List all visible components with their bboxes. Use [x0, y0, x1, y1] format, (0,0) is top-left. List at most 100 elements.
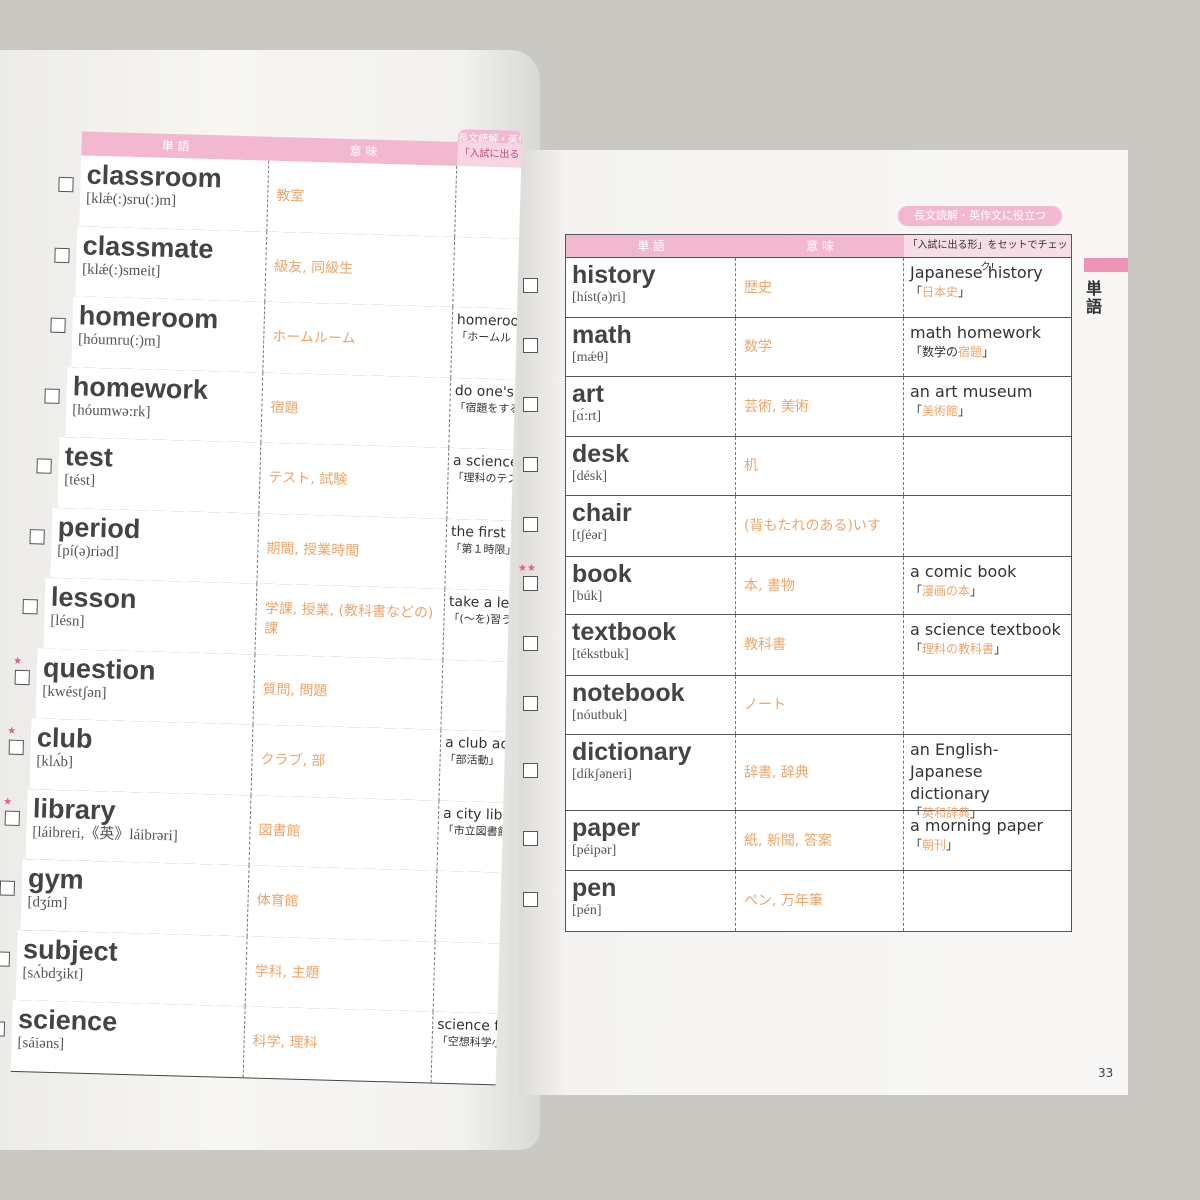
meaning-cell: 宿題 [261, 372, 452, 448]
example-cell: a club activ 「部活動」 [439, 730, 505, 802]
example-en: do one's ho [454, 382, 516, 401]
example-ja [441, 875, 497, 877]
meaning-cell: ノート [736, 676, 904, 734]
example-ja: 「(～を)習う [448, 611, 510, 627]
row-checkbox[interactable] [14, 669, 30, 685]
example-ja: 「理科のテス [452, 470, 514, 486]
pronunciation: [díkʃəneri] [572, 767, 632, 782]
meaning: 科学, 理科 [252, 1033, 318, 1052]
row-checkbox[interactable] [8, 739, 24, 756]
example-cell: an English-Japanese dictionary 「英和辞典」 [904, 735, 1071, 820]
meaning-cell: 期間, 授業時間 [257, 513, 448, 589]
pronunciation: [nóutbuk] [572, 708, 628, 723]
example-ja: 「部活動」 [444, 752, 500, 768]
row-checkbox[interactable] [29, 528, 45, 545]
example-cell: a science 「理科のテス [447, 448, 513, 520]
row-checkbox[interactable] [523, 337, 538, 353]
row-checkbox[interactable] [523, 763, 538, 778]
word-cell: club [klʌ́b] [29, 718, 254, 795]
word-cell: test [tést] [57, 436, 262, 514]
row-checkbox[interactable] [22, 598, 38, 615]
meaning-cell: 科学, 理科 [243, 1006, 434, 1083]
row-checkbox[interactable] [54, 247, 70, 263]
row-checkbox[interactable] [523, 397, 538, 412]
word: classmate [82, 230, 214, 264]
word-cell: book [búk] [566, 557, 736, 614]
row-checkbox[interactable] [0, 880, 16, 896]
word-cell: classmate [klǽ(:)smeit] [75, 225, 268, 302]
word-cell: science [sáiəns] [10, 999, 246, 1077]
example-ja-highlight: 美術館 [922, 404, 959, 418]
example-ja-pre: 「 [910, 806, 923, 820]
meaning-cell: 学科, 主題 [245, 935, 436, 1012]
meaning-cell: 図書館 [249, 794, 440, 871]
row-checkbox[interactable] [50, 317, 66, 334]
pronunciation: [klǽ(:)smeit] [81, 261, 161, 280]
example-ja: 「空想科学小説 [436, 1034, 498, 1050]
header-meaning: 意 味 [806, 239, 834, 253]
example-en: a comic book [910, 562, 1017, 581]
meaning-cell: 教室 [267, 160, 458, 237]
row-checkbox[interactable] [36, 458, 52, 474]
example-cell [904, 496, 1071, 556]
example-ja: 「市立図書館」 [442, 823, 504, 839]
star-icon: ★ [3, 796, 13, 808]
example-ja-post: 」 [970, 584, 983, 598]
table-row: pen [pén] ペン, 万年筆 [566, 870, 1071, 931]
star-icon: ★ [13, 655, 23, 667]
example-ja: 「漫画の本」 [910, 583, 1065, 599]
example-ja-post: 」 [958, 285, 971, 299]
row-checkbox[interactable] [523, 516, 538, 532]
word-cell: history [híst(ə)ri] [566, 258, 736, 317]
example-en: take a lesso [448, 593, 510, 613]
example-en: an English-Japanese dictionary [910, 740, 999, 803]
meaning-cell: クラブ, 部 [251, 724, 442, 801]
word-cell: homework [hóumwə:rk] [65, 366, 264, 443]
row-checkbox[interactable] [523, 831, 538, 846]
example-cell: a comic book 「漫画の本」 [904, 557, 1071, 614]
row-checkbox[interactable] [0, 1021, 6, 1037]
example-ja: 「美術館」 [910, 403, 1065, 419]
example-en: a science textbook [910, 620, 1061, 639]
example-en [439, 945, 495, 947]
row-checkbox[interactable] [523, 891, 538, 907]
example-ja-pre: 「 [910, 642, 923, 656]
meaning: 級友, 同級生 [274, 258, 354, 277]
meaning-cell: 本, 書物 [736, 557, 904, 614]
row-checkbox[interactable] [523, 576, 538, 591]
meaning: クラブ, 部 [260, 751, 326, 770]
example-ja: 「英和辞典」 [910, 805, 1065, 821]
row-checkbox[interactable] [0, 950, 11, 967]
table-row: book [búk] 本, 書物 a comic book 「漫画の本」 [566, 556, 1071, 614]
example-cell [453, 236, 519, 308]
meaning-cell: 芸術, 美術 [736, 377, 904, 436]
example-cell [436, 871, 502, 943]
meaning: 学課, 授業, (教科書などの)課 [263, 600, 434, 638]
row-checkbox[interactable] [44, 388, 60, 404]
word: textbook [572, 618, 677, 646]
meaning: 数学 [744, 339, 772, 355]
table-row: classroom [klǽ(:)sru(:)m] 教室 [79, 155, 522, 240]
example-ja: 「朝刊」 [910, 837, 1065, 853]
row-checkbox[interactable] [58, 176, 74, 193]
example-cell [434, 941, 500, 1013]
row-checkbox[interactable] [4, 810, 20, 826]
word-cell: dictionary [díkʃəneri] [566, 735, 736, 810]
example-cell: math homework 「数学の宿題」 [904, 318, 1071, 376]
word-cell: desk [désk] [566, 437, 736, 495]
row-checkbox[interactable] [523, 278, 538, 293]
meaning: 机 [744, 458, 758, 474]
row-checkbox[interactable] [523, 635, 538, 651]
left-vocab-table: 単 語 意 味 「入試に出る形」をセットでチェック! classroom [kl… [0, 130, 522, 1085]
right-vocab-table: 単 語 意 味 「入試に出る形」をセットでチェック! history [híst… [565, 234, 1072, 932]
pronunciation: [ɑ́:rt] [572, 409, 602, 424]
table-row: classmate [klǽ(:)smeit] 級友, 同級生 [75, 225, 520, 310]
meaning: 教室 [276, 188, 305, 205]
word-cell: notebook [nóutbuk] [566, 676, 736, 734]
table-row: art [ɑ́:rt] 芸術, 美術 an art museum 「美術館」 [566, 376, 1071, 436]
meaning-cell: ペン, 万年筆 [736, 871, 904, 931]
table-row: dictionary [díkʃəneri] 辞書, 辞典 an English… [566, 734, 1071, 820]
row-checkbox[interactable] [523, 695, 538, 711]
example-ja-highlight: 理科の教科書 [922, 642, 995, 656]
row-checkbox[interactable] [523, 456, 538, 472]
